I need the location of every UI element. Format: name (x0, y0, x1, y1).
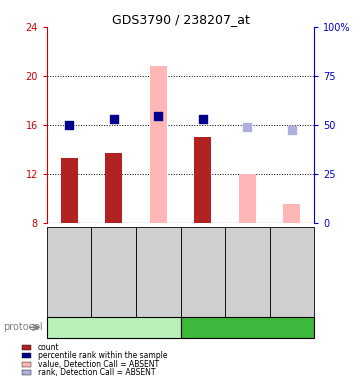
Text: protocol: protocol (4, 322, 43, 333)
Text: GSM448023: GSM448023 (66, 250, 72, 294)
Bar (150, 66, 167, 223)
Text: count: count (38, 343, 60, 352)
Text: GSM448029: GSM448029 (200, 250, 206, 294)
Bar (283, 204, 300, 223)
Text: GSM448025: GSM448025 (111, 250, 117, 294)
Point (200, 116, 206, 122)
Text: MEK5D transfection: MEK5D transfection (199, 322, 296, 333)
Point (244, 124, 250, 130)
Text: rank, Detection Call = ABSENT: rank, Detection Call = ABSENT (38, 368, 155, 377)
Point (289, 127, 295, 133)
Bar (61, 158, 78, 223)
Point (66, 122, 72, 128)
Text: value, Detection Call = ABSENT: value, Detection Call = ABSENT (38, 360, 159, 369)
Text: GDS3790 / 238207_at: GDS3790 / 238207_at (112, 13, 249, 26)
Text: GSM448041: GSM448041 (244, 250, 250, 294)
Bar (194, 137, 211, 223)
Text: percentile rank within the sample: percentile rank within the sample (38, 351, 168, 361)
Text: GSM448047: GSM448047 (289, 250, 295, 294)
Point (111, 116, 117, 122)
Bar (239, 174, 256, 223)
Text: GSM448043: GSM448043 (155, 250, 161, 294)
Point (155, 113, 161, 119)
Text: control: control (97, 322, 131, 333)
Bar (105, 153, 122, 223)
